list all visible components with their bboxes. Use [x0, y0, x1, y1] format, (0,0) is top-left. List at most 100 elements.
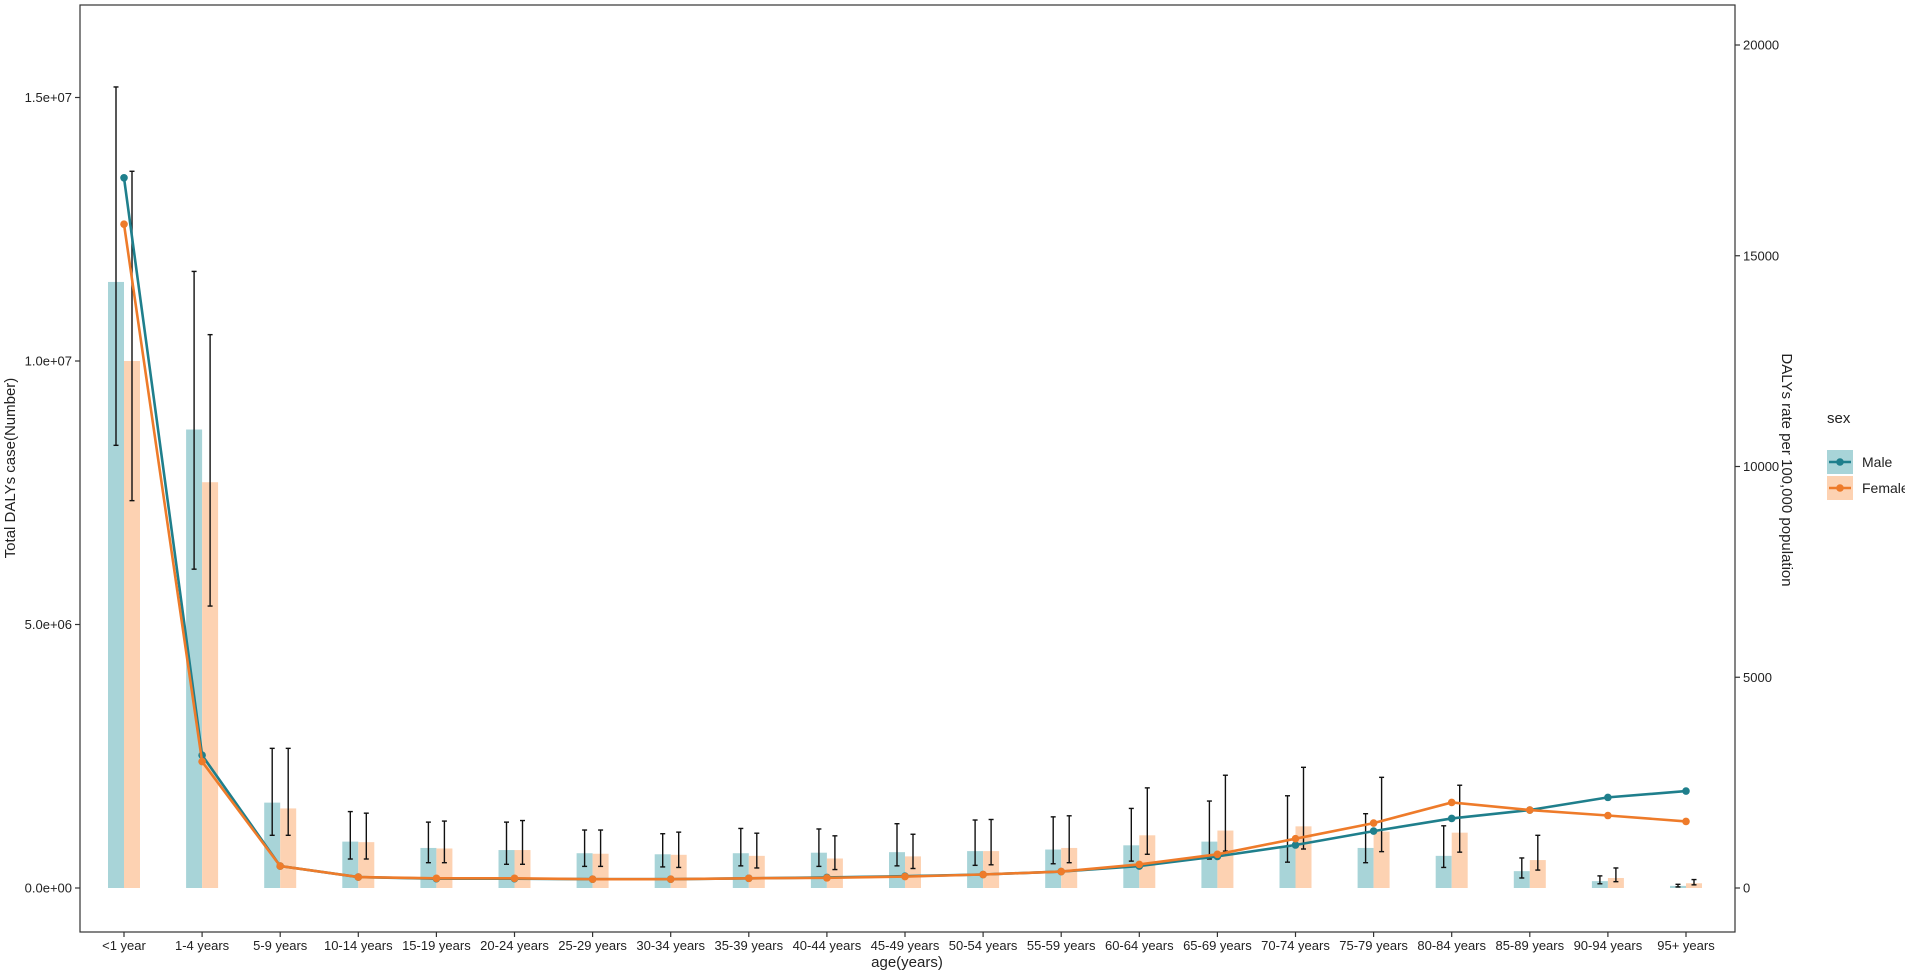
bar-male-16: [1357, 847, 1374, 888]
point-female-5: [510, 874, 519, 883]
bar-female-0: [124, 361, 140, 888]
x-tick-label-9: 40-44 years: [793, 938, 862, 953]
point-male-17: [1447, 814, 1456, 823]
x-tick-label-1: 1-4 years: [175, 938, 230, 953]
bar-male-11: [967, 851, 984, 888]
x-tick-label-18: 85-89 years: [1495, 938, 1564, 953]
bar-female-12: [1061, 847, 1078, 888]
bar-male-15: [1279, 846, 1296, 888]
point-female-9: [823, 874, 831, 882]
y2-tick-label-0: 0: [1743, 881, 1750, 896]
y2-tick-label-4: 20000: [1743, 38, 1779, 53]
bar-female-11: [983, 851, 1000, 888]
bar-female-19: [1607, 877, 1624, 888]
bar-female-18: [1529, 860, 1546, 888]
axes-layer: 0.0e+00 5.0e+06 1.0e+07 1.5e+07 0 5000 10000 15…: [25, 38, 1780, 954]
legend-items: Male Female: [1827, 450, 1905, 500]
x-tick-label-17: 80-84 years: [1417, 938, 1486, 953]
point-female-16: [1369, 819, 1378, 827]
point-female-3: [354, 873, 363, 881]
plot-panel-border: [79, 4, 1736, 933]
legend: sex Male Female: [1827, 410, 1905, 500]
point-female-6: [588, 875, 597, 883]
line-female: [122, 223, 1687, 881]
point-female-8: [745, 874, 753, 883]
point-male-19: [1604, 793, 1612, 802]
x-axis-title: age(years): [871, 954, 943, 971]
x-tick-label-3: 10-14 years: [324, 938, 393, 953]
legend-label-female: Female: [1862, 480, 1905, 496]
y-axis-title: Total DALYs case(Number): [2, 378, 19, 559]
bar-male-0: [108, 281, 124, 888]
point-female-11: [979, 870, 987, 879]
point-female-0: [120, 220, 128, 228]
bar-female-16: [1373, 831, 1390, 888]
y2-tick-label-3: 15000: [1743, 248, 1779, 263]
x-tick-label-8: 35-39 years: [714, 938, 783, 953]
legend-title: sex: [1827, 410, 1851, 427]
y-tick-label-1: 5.0e+06: [25, 617, 72, 632]
x-tick-label-0: <1 year: [102, 938, 146, 953]
bar-female-10: [905, 856, 921, 888]
point-female-14: [1213, 850, 1222, 859]
point-female-2: [276, 862, 285, 870]
x-tick-label-12: 55-59 years: [1027, 938, 1096, 953]
bar-female-20: [1686, 883, 1702, 888]
x-tick-label-7: 30-34 years: [636, 938, 705, 953]
point-male-0: [120, 173, 128, 182]
bar-female-13: [1139, 835, 1156, 888]
point-female-4: [432, 874, 441, 883]
bar-male-10: [889, 852, 905, 888]
errorbars-layer: [113, 86, 1697, 888]
y2-tick-label-2: 10000: [1743, 459, 1779, 474]
point-female-13: [1135, 860, 1144, 869]
point-female-12: [1057, 867, 1065, 876]
point-female-15: [1291, 834, 1300, 843]
bar-male-12: [1045, 849, 1062, 888]
bar-male-2: [264, 802, 281, 888]
y-tick-label-2: 1.0e+07: [25, 354, 72, 369]
x-tick-label-4: 15-19 years: [402, 938, 471, 953]
bar-male-14: [1201, 841, 1218, 888]
x-tick-label-16: 75-79 years: [1339, 938, 1408, 953]
point-female-10: [901, 872, 909, 881]
x-tick-label-6: 25-29 years: [558, 938, 627, 953]
bar-female-17: [1451, 832, 1468, 888]
y2-tick-label-1: 5000: [1743, 670, 1772, 685]
point-female-7: [666, 875, 675, 883]
bar-female-1: [202, 482, 219, 888]
point-female-1: [198, 757, 206, 766]
x-tick-label-5: 20-24 years: [480, 938, 549, 953]
bar-male-19: [1591, 881, 1608, 888]
legend-key-point-female: [1836, 484, 1844, 492]
y2-axis-title: DALYs rate per 100,000 population: [1778, 353, 1795, 586]
x-tick-label-20: 95+ years: [1657, 938, 1715, 953]
bar-female-8: [748, 855, 765, 888]
bar-male-18: [1513, 871, 1530, 888]
point-male-20: [1682, 787, 1690, 795]
x-tick-label-15: 70-74 years: [1261, 938, 1330, 953]
y-tick-label-0: 0.0e+00: [25, 881, 72, 896]
x-tick-label-13: 60-64 years: [1105, 938, 1174, 953]
lines-layer: [120, 173, 1690, 883]
bar-male-1: [186, 429, 203, 888]
x-tick-label-10: 45-49 years: [871, 938, 940, 953]
point-male-15: [1291, 841, 1300, 849]
line-male: [122, 177, 1687, 881]
x-tick-label-14: 65-69 years: [1183, 938, 1252, 953]
y-tick-label-3: 1.5e+07: [25, 90, 72, 105]
x-tick-label-2: 5-9 years: [253, 938, 308, 953]
point-female-19: [1604, 811, 1612, 820]
bar-male-17: [1435, 855, 1452, 888]
x-tick-label-11: 50-54 years: [949, 938, 1018, 953]
x-tick-label-19: 90-94 years: [1574, 938, 1643, 953]
bars-layer: [108, 281, 1702, 888]
legend-label-male: Male: [1862, 454, 1893, 470]
point-female-17: [1447, 798, 1456, 807]
legend-key-point-male: [1836, 458, 1844, 466]
point-male-16: [1369, 827, 1378, 835]
bar-female-9: [826, 858, 843, 888]
point-female-18: [1526, 806, 1534, 814]
